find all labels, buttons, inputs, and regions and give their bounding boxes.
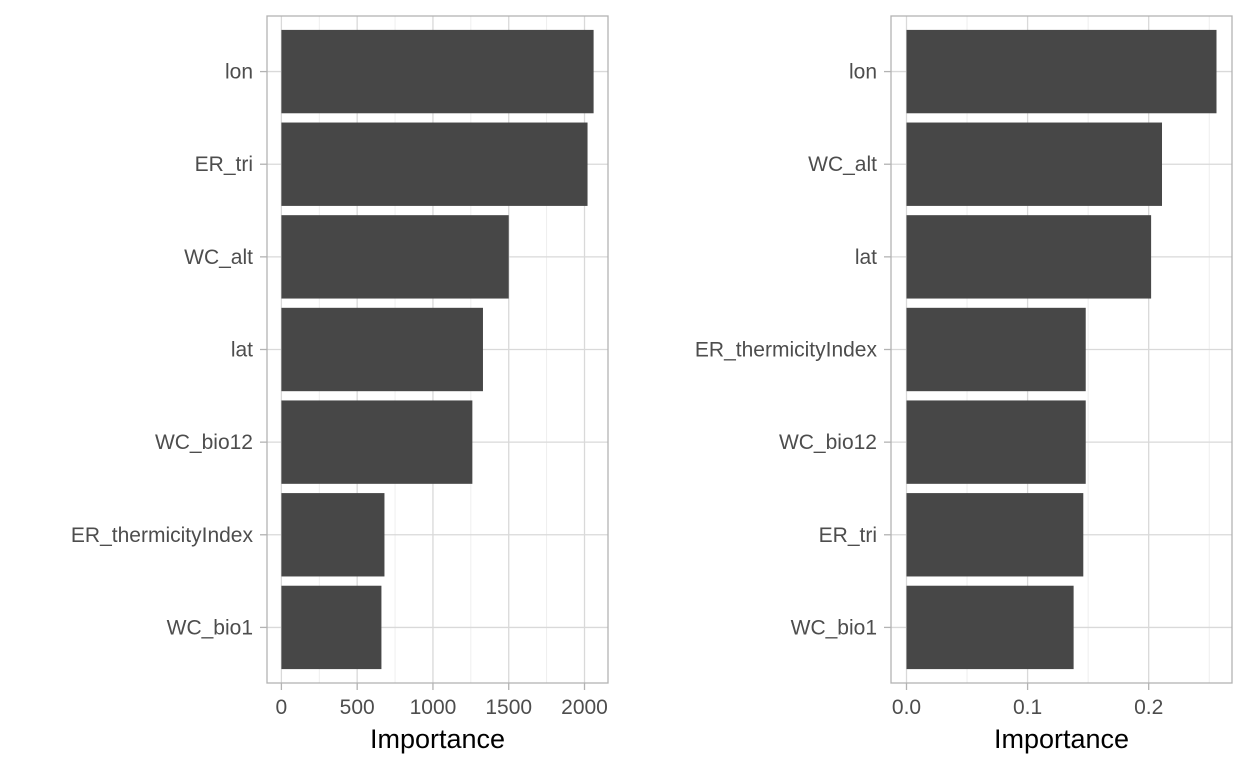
right-bar-WC_bio1 [906,585,1074,670]
left-category-label: ER_thermicityIndex [71,524,254,547]
left-bar-WC_bio1 [281,585,382,670]
right-category-label: lon [849,61,877,84]
left-bar-ER_tri [281,122,588,206]
right-category-label: WC_bio12 [779,431,877,454]
left-category-label: lat [231,339,253,362]
left-x-tick-label: 1500 [485,696,532,719]
left-category-label: WC_alt [184,246,253,269]
right-bar-ER_tri [906,493,1084,577]
left-category-label: WC_bio1 [167,616,253,639]
left-category-label: lon [225,61,253,84]
right-x-tick-label: 0.2 [1134,696,1163,719]
right-category-label: lat [855,246,877,269]
left-x-tick-label: 500 [340,696,375,719]
right-bar-ER_thermicityIndex [906,307,1086,392]
right-x-axis-title: Importance [994,724,1129,754]
right-category-label: ER_tri [819,524,877,547]
left-x-tick-label: 2000 [561,696,608,719]
right-bar-lon [906,29,1217,114]
left-bar-ER_thermicityIndex [281,493,385,577]
left-x-tick-label: 0 [276,696,288,719]
left-bar-lat [281,307,483,392]
right-category-label: WC_alt [808,153,877,176]
left-x-axis-title: Importance [370,724,505,754]
right-bar-WC_bio12 [906,400,1086,484]
left-category-label: ER_tri [195,153,253,176]
right-bar-WC_alt [906,122,1163,206]
left-x-tick-label: 1000 [410,696,457,719]
left-bars [281,29,594,670]
right-x-tick-label: 0.0 [892,696,921,719]
right-bar-lat [906,215,1152,299]
right-category-label: WC_bio1 [791,616,877,639]
left-bar-WC_bio12 [281,400,473,484]
right-x-tick-label: 0.1 [1013,696,1042,719]
left-bar-WC_alt [281,215,509,299]
right-category-label: ER_thermicityIndex [695,339,878,362]
left-bar-lon [281,29,594,114]
right-bars [906,29,1217,670]
left-category-label: WC_bio12 [155,431,253,454]
